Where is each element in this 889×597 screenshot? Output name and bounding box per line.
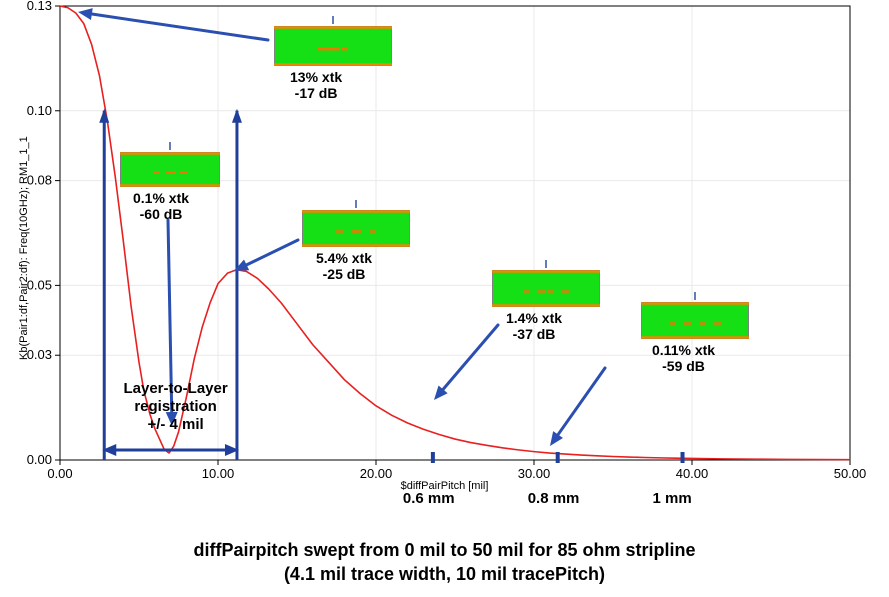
xtk-value: 1.4% xtk — [506, 310, 562, 326]
annotation-5.4pct: 5.4% xtk -25 dB — [316, 250, 372, 282]
db-value: -59 dB — [662, 358, 705, 374]
db-value: -17 dB — [295, 85, 338, 101]
caption-line-2: (4.1 mil trace width, 10 mil tracePitch) — [0, 564, 889, 585]
mm-label-0.8: 0.8 mm — [528, 490, 580, 507]
registration-note: Layer-to-Layer registration +/- 4 mil — [111, 380, 241, 434]
mm-label-0.6: 0.6 mm — [403, 490, 455, 507]
xtk-value: 13% xtk — [290, 69, 342, 85]
db-value: -25 dB — [323, 266, 366, 282]
db-value: -37 dB — [513, 326, 556, 342]
registration-line-2: registration — [134, 398, 217, 415]
registration-line-1: Layer-to-Layer — [123, 380, 227, 397]
mm-label-1.0: 1 mm — [653, 490, 692, 507]
svg-text:0.03: 0.03 — [27, 347, 52, 362]
annotation-1.4pct: 1.4% xtk -37 dB — [506, 310, 562, 342]
registration-line-3: +/- 4 mil — [147, 416, 203, 433]
stripline-diagram-0.11pct — [641, 302, 749, 339]
stripline-diagram-13pct — [274, 26, 392, 66]
svg-text:10.00: 10.00 — [202, 466, 235, 481]
xtk-value: 0.11% xtk — [652, 342, 715, 358]
annotation-0.1pct: 0.1% xtk -60 dB — [133, 190, 189, 222]
xtk-value: 0.1% xtk — [133, 190, 189, 206]
xtk-value: 5.4% xtk — [316, 250, 372, 266]
svg-text:0.00: 0.00 — [27, 452, 52, 467]
svg-text:30.00: 30.00 — [518, 466, 551, 481]
svg-text:0.10: 0.10 — [27, 103, 52, 118]
svg-text:0.13: 0.13 — [27, 0, 52, 13]
db-value: -60 dB — [140, 206, 183, 222]
y-axis-label: Kb(Pair1:df,Pair2:df): Freq(10GHz); RM1_… — [18, 136, 30, 360]
svg-text:20.00: 20.00 — [360, 466, 393, 481]
svg-text:50.00: 50.00 — [834, 466, 867, 481]
stripline-diagram-5.4pct — [302, 210, 410, 247]
svg-text:0.05: 0.05 — [27, 277, 52, 292]
annotation-13pct: 13% xtk -17 dB — [290, 69, 342, 101]
stripline-diagram-0.1pct — [120, 152, 220, 187]
figure-root: 0.00 10.00 20.00 30.00 40.00 50.00 0.00 0.03 0.0… — [0, 0, 889, 597]
svg-text:0.00: 0.00 — [47, 466, 72, 481]
svg-text:0.08: 0.08 — [27, 173, 52, 188]
caption-line-1: diffPairpitch swept from 0 mil to 50 mil… — [0, 540, 889, 561]
annotation-0.11pct: 0.11% xtk -59 dB — [652, 342, 715, 374]
chart-canvas: 0.00 10.00 20.00 30.00 40.00 50.00 0.00 0.03 0.0… — [0, 0, 889, 597]
stripline-diagram-1.4pct — [492, 270, 600, 307]
svg-text:40.00: 40.00 — [676, 466, 709, 481]
